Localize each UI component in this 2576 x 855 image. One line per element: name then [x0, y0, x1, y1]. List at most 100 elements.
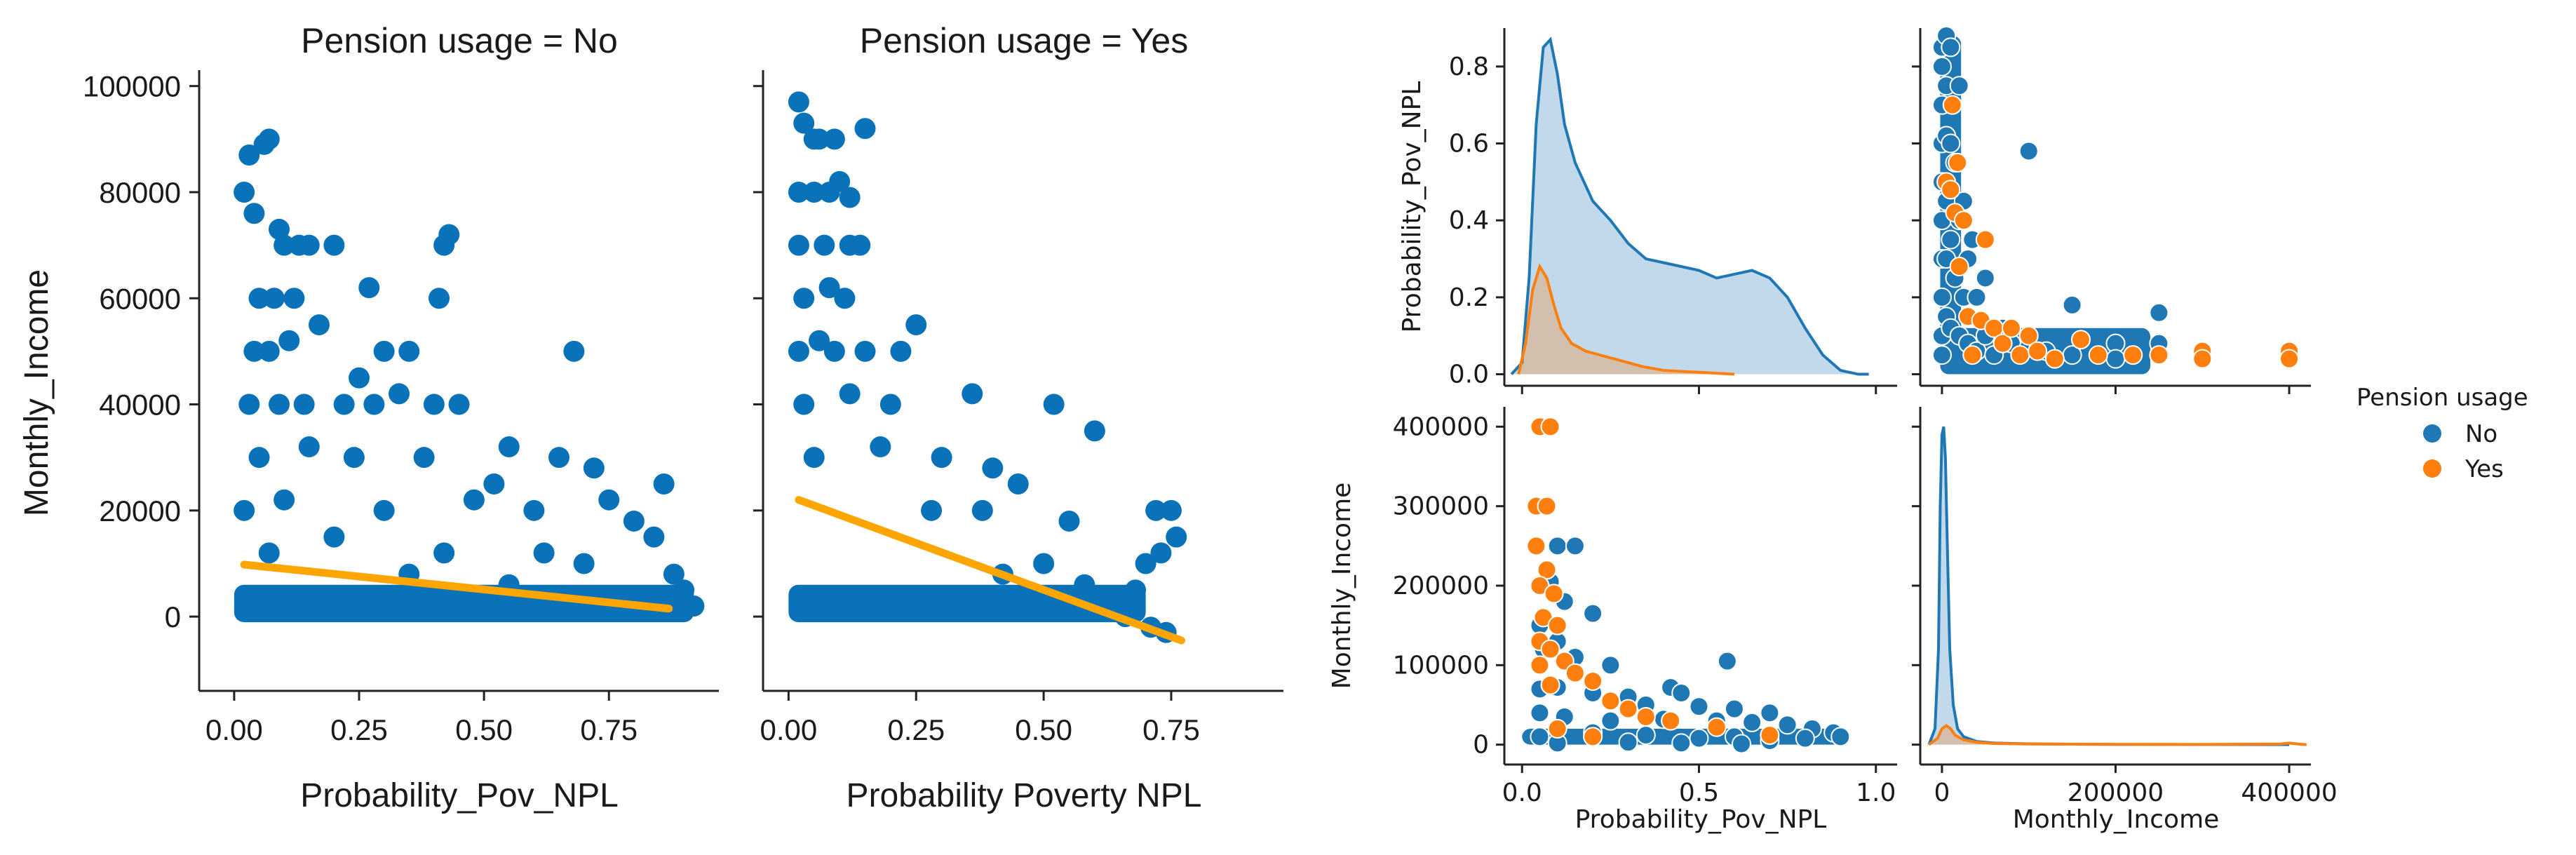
lmplot-no-ylabel: Monthly_Income [18, 269, 55, 516]
pair-tr-point-no [2018, 141, 2039, 161]
pair-br-curve-no [1927, 426, 2290, 746]
pair-br-area-yes [1929, 725, 2307, 745]
lmplot-no-point [398, 340, 420, 362]
lmplot-yes-point [788, 91, 809, 113]
lmplot-no-panel: Pension usage = No 0 20000 40000 60000 80000… [18, 21, 719, 814]
lmplot-yes-point [809, 128, 830, 150]
pair-tr-point-yes [2088, 345, 2108, 365]
lmplot-no-point [293, 393, 315, 415]
pair-tl-ylabel: Probability_Pov_NPL [1398, 81, 1427, 333]
lmplot-yes-point [870, 436, 891, 458]
lmplot-no-dense-band [234, 584, 694, 623]
lmplot-yes-point [890, 340, 912, 362]
lmplot-yes-point [1033, 553, 1055, 574]
lmplot-yes-point [1084, 420, 1105, 442]
lmplot-no-ytick-label: 60000 [99, 282, 181, 315]
lmplot-yes-xlabel: Probability Poverty NPL [847, 777, 1202, 814]
lmplot-no-point [238, 144, 260, 166]
pair-tr-point-yes [2044, 349, 2065, 369]
pair-bl-point-yes [1618, 699, 1638, 719]
lmplot-yes-point [818, 277, 840, 299]
lmplot-no-point [283, 288, 305, 309]
pair-tr-point-no [1941, 37, 1961, 58]
pair-bl-point-no [1724, 699, 1744, 719]
pair-bl-point-yes [1540, 417, 1560, 437]
pair-bl-point-no [1636, 725, 1656, 746]
lmplot-no-point [274, 489, 295, 511]
lmplot-yes-point [982, 457, 1004, 479]
lmplot-yes-point [803, 447, 825, 469]
lmplot-no-point [248, 288, 270, 309]
pair-bl-point-yes [1537, 496, 1557, 516]
lmplot-yes-point [1150, 542, 1172, 564]
pair-bl-point-yes [1540, 639, 1560, 659]
pair-tr-point-no [1941, 133, 1961, 154]
lmplot-no-point [583, 457, 605, 479]
lmplot-no-point [234, 499, 255, 521]
lmplot-yes-point [921, 499, 943, 521]
lmplot-no-point [278, 330, 300, 351]
lmplot-yes-point [814, 234, 835, 256]
pair-br-area-no [1929, 426, 2290, 745]
lmplot-no-point [598, 489, 620, 511]
lmplot-yes-point [1007, 473, 1029, 494]
lmplot-no-point [274, 234, 295, 256]
lmplot-yes-point [803, 181, 825, 203]
lmplot-no-point [373, 499, 395, 521]
pair-tr-point-yes [2010, 345, 2030, 365]
lmplot-no-ytick-label: 20000 [99, 494, 181, 527]
lmplot-no-point [498, 436, 520, 458]
pair-tr-point-no [1967, 287, 1987, 307]
pair-tr-point-yes [1941, 180, 1961, 200]
lmplot-no-ytick-label: 40000 [99, 389, 181, 422]
pair-tr-point-yes [1949, 257, 1969, 276]
lmplot-yes-point [1074, 574, 1095, 595]
pair-bl-point-yes [1530, 655, 1550, 675]
lmplot-yes-point [971, 499, 993, 521]
pair-tr-point-no [1949, 76, 1969, 96]
pair-bl-point-no [1671, 683, 1692, 703]
lmplot-yes-point [793, 288, 815, 309]
lmplot-no-regression-line [240, 560, 673, 613]
lmplot-no-point [429, 288, 450, 309]
lmplot-no-point [548, 447, 569, 469]
pair-bl-point-yes [1583, 727, 1603, 747]
pair-tr-point-yes [1948, 152, 1968, 173]
lmplot-yes-point [793, 393, 815, 415]
legend-title: Pension usage [2356, 384, 2528, 412]
pair-bl-point-no [1760, 703, 1780, 723]
pair-tr-point-yes [2149, 345, 2169, 365]
pair-tr-point-no [1931, 56, 1952, 76]
legend-label-no: No [2465, 420, 2497, 448]
lmplot-yes-point [788, 234, 809, 256]
pair-br-xlabel: Monthly_Income [2013, 805, 2220, 834]
lmplot-yes-point [1145, 499, 1167, 521]
pair-br-curve-yes [1928, 723, 2307, 746]
lmplot-yes-point [1125, 579, 1147, 601]
pair-bl-point-yes [1760, 725, 1780, 746]
lmplot-yes-xtick-label: 0.50 [1015, 713, 1072, 746]
lmplot-no-point [238, 393, 260, 415]
lmplot-no-point [333, 393, 355, 415]
lmplot-no-point [683, 595, 705, 617]
lmplot-yes-point [1135, 553, 1156, 574]
lmplot-yes-point [793, 112, 815, 134]
pair-br-xtick-label: 0 [1934, 779, 1950, 807]
pair-tl-area-no [1511, 39, 1869, 375]
pair-tl-ytick-label: 0.2 [1449, 283, 1489, 312]
pair-bl-point-no [1583, 603, 1603, 624]
lmplot-no-point [234, 181, 255, 203]
pair-tr-point-yes [2001, 318, 2021, 338]
lmplot-no-ytick-label: 0 [165, 600, 181, 633]
pair-tl-ytick-label: 0.6 [1449, 130, 1489, 159]
lmplot-no-point [323, 234, 345, 256]
pair-bl-ytick-label: 100000 [1393, 651, 1489, 680]
pair-bl-point-no [1600, 711, 1621, 731]
pair-bl-point-no [1830, 727, 1851, 747]
lmplot-no-point [343, 447, 365, 469]
pair-bl-point-no [1671, 733, 1692, 753]
pair-tr-point-yes [1992, 333, 2013, 354]
lmplot-yes-regression-line [795, 496, 1186, 645]
pair-tr-point-yes [1953, 210, 1974, 231]
